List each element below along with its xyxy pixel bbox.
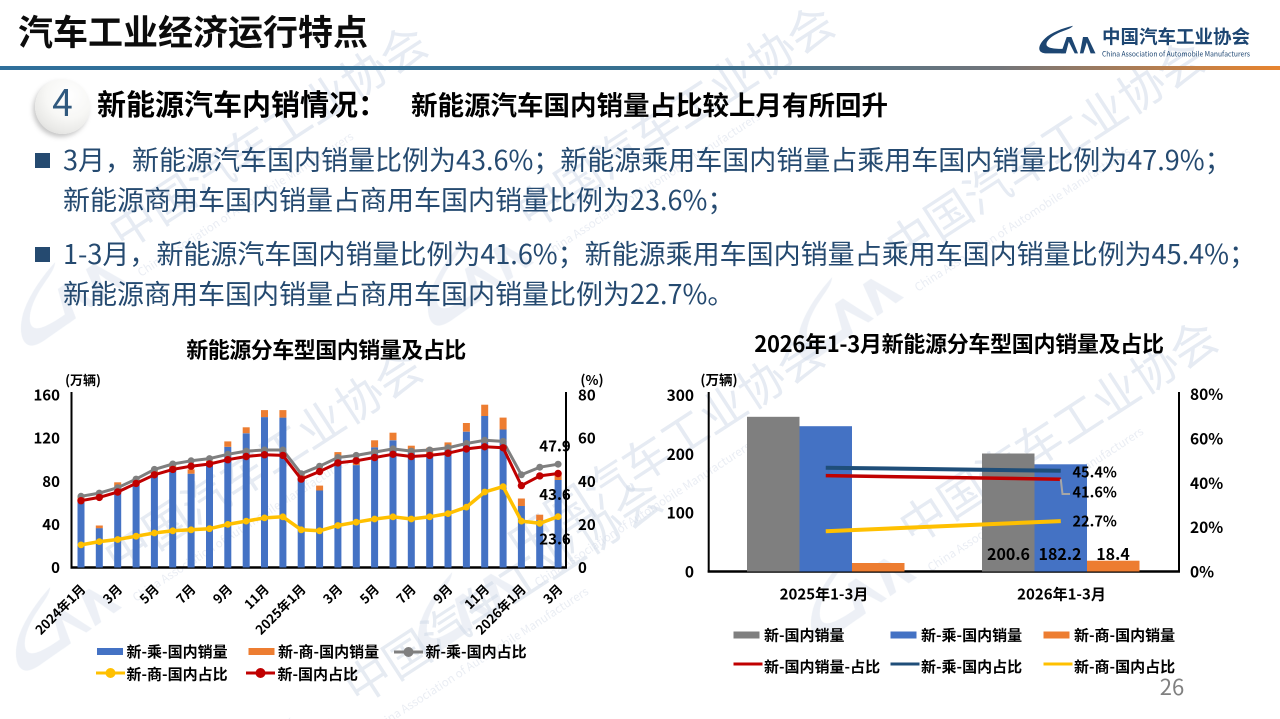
svg-text:9月: 9月 [428,579,456,607]
svg-text:0: 0 [685,561,694,583]
svg-text:9月: 9月 [208,579,236,607]
svg-text:23.6: 23.6 [539,529,571,550]
svg-text:18.4: 18.4 [1096,541,1130,565]
svg-text:40: 40 [42,514,60,535]
svg-text:120: 120 [33,428,60,449]
svg-text:200: 200 [667,443,694,465]
svg-text:20%: 20% [1190,516,1223,538]
svg-text:22.7%: 22.7% [1073,511,1117,532]
svg-text:47.9: 47.9 [539,436,571,457]
svg-text:300: 300 [667,384,694,406]
svg-text:中国汽车工业协会: 中国汽车工业协会 [1102,24,1250,50]
svg-text:新-商-国内占比: 新-商-国内占比 [1074,656,1175,677]
svg-text:26: 26 [1160,670,1184,702]
svg-text:200.6: 200.6 [987,541,1030,565]
svg-text:新-国内销量-占比: 新-国内销量-占比 [764,656,880,677]
svg-text:2024年1月: 2024年1月 [30,579,89,638]
svg-text:3月: 3月 [98,579,126,607]
svg-text:0: 0 [51,557,60,578]
svg-text:41.6%: 41.6% [1073,481,1117,502]
svg-text:2025年1-3月: 2025年1-3月 [780,584,869,605]
svg-text:60: 60 [578,428,596,449]
svg-text:80: 80 [578,385,596,406]
svg-text:2026年1-3月新能源分车型国内销量及占比: 2026年1-3月新能源分车型国内销量及占比 [754,327,1164,359]
svg-text:0: 0 [578,557,587,578]
svg-text:3月: 3月 [318,579,346,607]
svg-text:7月: 7月 [392,579,420,607]
svg-text:80: 80 [42,471,60,492]
svg-text:20: 20 [578,514,596,535]
svg-text:5月: 5月 [135,579,163,607]
svg-text:新-国内占比: 新-国内占比 [278,664,359,685]
svg-text:80%: 80% [1190,383,1223,405]
svg-text:(万辆): (万辆) [700,369,737,389]
svg-text:新-商-国内占比: 新-商-国内占比 [127,664,228,685]
svg-text:182.2: 182.2 [1039,541,1082,565]
svg-text:160: 160 [33,385,60,406]
svg-text:60%: 60% [1190,427,1223,449]
svg-text:3月: 3月 [538,579,566,607]
svg-text:5月: 5月 [355,579,383,607]
svg-text:45.4%: 45.4% [1073,462,1117,483]
svg-text:新-国内销量: 新-国内销量 [764,625,845,646]
svg-text:(万辆): (万辆) [65,370,101,389]
svg-text:(%): (%) [580,369,603,389]
svg-text:新-乘-国内占比: 新-乘-国内占比 [921,656,1022,677]
svg-text:43.6: 43.6 [539,484,571,505]
svg-text:新-乘-国内销量: 新-乘-国内销量 [127,641,228,662]
svg-text:China Association of Automobil: China Association of Automobile Manufact… [1102,50,1251,60]
svg-text:7月: 7月 [171,579,199,607]
svg-text:新-商-国内销量: 新-商-国内销量 [1074,625,1175,646]
svg-text:新-商-国内销量: 新-商-国内销量 [278,641,379,662]
svg-text:40%: 40% [1190,472,1223,494]
svg-text:2026年1-3月: 2026年1-3月 [1017,584,1106,605]
svg-text:0%: 0% [1190,561,1214,583]
svg-text:新能源分车型国内销量及占比: 新能源分车型国内销量及占比 [186,333,466,365]
svg-text:100: 100 [667,502,694,524]
svg-text:新-乘-国内销量: 新-乘-国内销量 [921,625,1022,646]
svg-text:40: 40 [578,471,596,492]
svg-text:新-乘-国内占比: 新-乘-国内占比 [426,641,527,662]
